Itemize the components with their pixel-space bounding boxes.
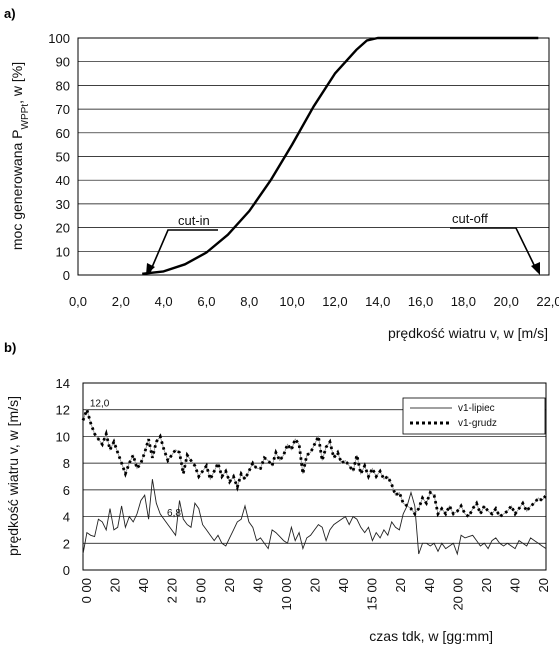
chart-b-x-tick-label: 40 xyxy=(422,578,437,592)
chart-a-x-axis-title: prędkość wiatru v, w [m/s] xyxy=(388,325,548,341)
chart-a-x-tick-label: 12,0 xyxy=(322,294,347,309)
chart-b-x-tick-label: 40 xyxy=(507,578,522,592)
chart-a-x-tick-label: 16,0 xyxy=(408,294,433,309)
chart-a-x-tick-label: 14,0 xyxy=(365,294,390,309)
chart-b-y-axis-title: prędkość wiatru v, w [m/s] xyxy=(5,396,21,556)
chart-b-x-tick-label: 20 xyxy=(393,578,408,592)
chart-a-gridlines xyxy=(78,37,549,276)
chart-a-y-tick-label: 70 xyxy=(56,102,70,117)
panel-label-b: b) xyxy=(4,340,16,355)
chart-a-x-tick-label: 8,0 xyxy=(240,294,258,309)
cut-off-arrowhead xyxy=(531,262,540,275)
chart-a-x-tick-label: 22,0 xyxy=(536,294,559,309)
chart-a-y-axis-title-tail: , w [%] xyxy=(9,62,25,104)
chart-a-y-tick-label: 20 xyxy=(56,221,70,236)
chart-b-series-grudz xyxy=(81,405,548,519)
chart-a-y-tick-labels: 0 10 20 30 40 50 60 70 80 90 100 xyxy=(48,31,70,283)
chart-a-x-tick-label: 18,0 xyxy=(451,294,476,309)
chart-b-y-tick-label: 12 xyxy=(56,403,70,418)
chart-a-y-tick-label: 10 xyxy=(56,244,70,259)
chart-a-y-tick-label: 50 xyxy=(56,150,70,165)
chart-b-x-tick-label: 5 00 xyxy=(193,578,208,603)
chart-b-x-tick-label: 15 00 xyxy=(365,578,380,611)
chart-b-legend: v1-lipiec v1-grudz xyxy=(402,397,546,435)
chart-b-x-tick-label: 20 xyxy=(536,578,551,592)
chart-a-x-tick-labels: 0,0 2,0 4,0 6,0 8,0 10,0 12,0 14,0 16,0 18,0 20,0 2… xyxy=(69,294,559,309)
chart-a-x-tick-label: 6,0 xyxy=(197,294,215,309)
chart-b-x-tick-label: 10 00 xyxy=(279,578,294,611)
chart-a-y-tick-label: 90 xyxy=(56,55,70,70)
chart-a-x-tick-label: 2,0 xyxy=(112,294,130,309)
annotation-cut-in: cut-in xyxy=(146,213,218,275)
chart-a-y-tick-label: 60 xyxy=(56,126,70,141)
chart-b-x-axis-title: czas tdk, w [gg:mm] xyxy=(369,628,493,644)
chart-b-x-tick-label: 2 20 xyxy=(165,578,180,603)
chart-b-point-label: 12,0 xyxy=(90,399,110,410)
cut-in-arrowhead xyxy=(146,263,155,275)
cut-off-label: cut-off xyxy=(452,211,488,226)
legend-box xyxy=(402,397,546,435)
chart-b-y-tick-label: 4 xyxy=(63,510,70,525)
chart-a-y-tick-label: 0 xyxy=(63,268,70,283)
panel-label-a: a) xyxy=(4,6,16,21)
chart-b-y-tick-label: 10 xyxy=(56,429,70,444)
chart-a-x-tick-label: 10,0 xyxy=(279,294,304,309)
chart-a-y-tick-label: 40 xyxy=(56,173,70,188)
chart-b-series-lipiec xyxy=(82,479,547,556)
chart-a-y-axis-title-main: moc generowana P xyxy=(9,129,25,250)
chart-a-plot-frame xyxy=(77,37,550,276)
chart-b-y-tick-label: 0 xyxy=(63,563,70,578)
chart-b-series xyxy=(81,405,548,556)
chart-a-x-tick-label: 20,0 xyxy=(494,294,519,309)
chart-b-x-tick-label: 20 xyxy=(108,578,123,592)
cut-off-arrow-line xyxy=(450,227,538,272)
chart-b-x-tick-label: 20 xyxy=(222,578,237,592)
legend-label-lipiec: v1-lipiec xyxy=(458,403,495,414)
chart-b-x-tick-label: 20 xyxy=(308,578,323,592)
annotation-cut-off: cut-off xyxy=(450,211,540,275)
chart-a-y-tick-label: 30 xyxy=(56,197,70,212)
chart-a-series xyxy=(142,36,539,275)
chart-a-x-tick-label: 4,0 xyxy=(155,294,173,309)
chart-b-point-label: 6,8 xyxy=(167,508,181,519)
chart-b-y-tick-label: 6 xyxy=(63,483,70,498)
chart-b-point-labels: 12,0 6,8 xyxy=(90,399,182,520)
chart-b-x-tick-label: 40 xyxy=(336,578,351,592)
chart-b-x-tick-label: 0 00 xyxy=(79,578,94,603)
chart-b-y-tick-label: 8 xyxy=(63,456,70,471)
chart-a-y-tick-label: 100 xyxy=(48,31,70,46)
chart-b-plot-frame xyxy=(82,382,547,571)
chart-b-y-tick-label: 2 xyxy=(63,536,70,551)
chart-b-y-tick-labels: 0 2 4 6 8 10 12 14 xyxy=(56,376,70,578)
chart-a-y-tick-label: 80 xyxy=(56,78,70,93)
chart-b-x-tick-label: 20 00 xyxy=(450,578,465,611)
legend-label-grudz: v1-grudz xyxy=(458,418,497,429)
chart-b-x-tick-labels: 0 00 20 40 2 20 5 00 20 40 10 00 20 40 15 00 20 40 20… xyxy=(79,578,551,611)
chart-a-power-curve xyxy=(142,36,539,275)
chart-a-x-tick-label: 0,0 xyxy=(69,294,87,309)
chart-b-x-tick-label: 40 xyxy=(136,578,151,592)
chart-b-x-tick-label: 40 xyxy=(250,578,265,592)
cut-in-label: cut-in xyxy=(178,213,210,228)
chart-b-x-tick-label: 20 xyxy=(479,578,494,592)
chart-a-y-axis-title-sub: WPPt xyxy=(20,104,31,130)
cut-in-arrow-line xyxy=(149,229,218,273)
chart-a-y-axis-title: moc generowana PWPPt, w [%] xyxy=(9,62,31,250)
chart-b-y-tick-label: 14 xyxy=(56,376,70,391)
